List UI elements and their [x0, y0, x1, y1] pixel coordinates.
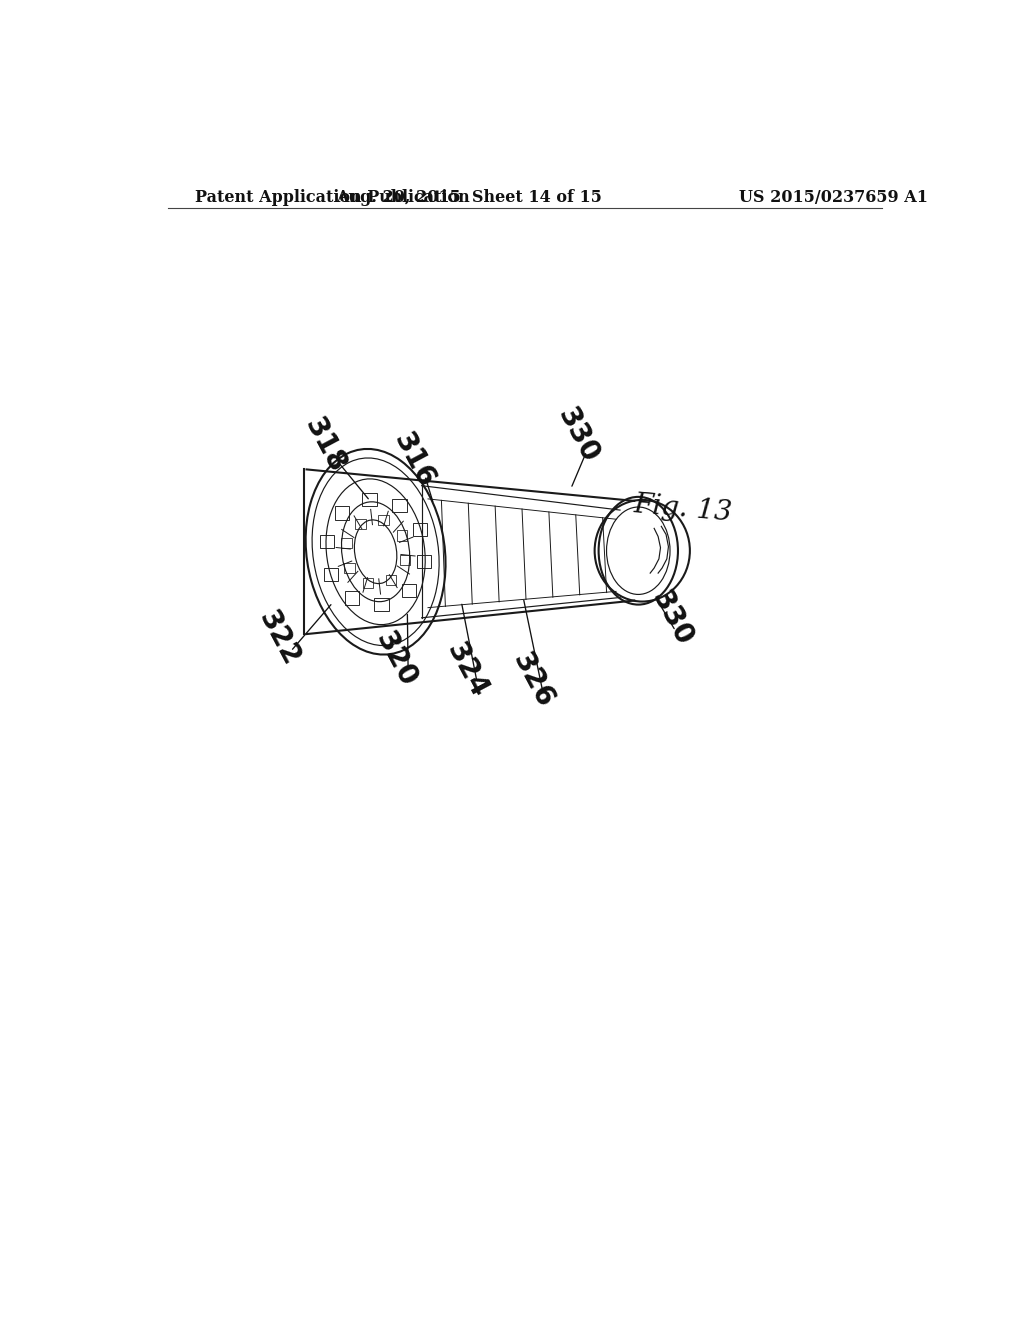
Text: 330: 330	[645, 586, 697, 649]
Text: Patent Application Publication: Patent Application Publication	[196, 189, 470, 206]
Text: 316: 316	[388, 428, 439, 492]
Text: 318: 318	[299, 413, 351, 478]
Text: 326: 326	[507, 648, 559, 711]
Text: US 2015/0237659 A1: US 2015/0237659 A1	[739, 189, 928, 206]
Text: Fig. 13: Fig. 13	[632, 491, 733, 527]
Text: 320: 320	[371, 626, 422, 690]
Text: 330: 330	[552, 403, 604, 467]
Text: 322: 322	[253, 606, 305, 671]
Text: Aug. 20, 2015  Sheet 14 of 15: Aug. 20, 2015 Sheet 14 of 15	[336, 189, 602, 206]
Text: 324: 324	[441, 638, 493, 702]
